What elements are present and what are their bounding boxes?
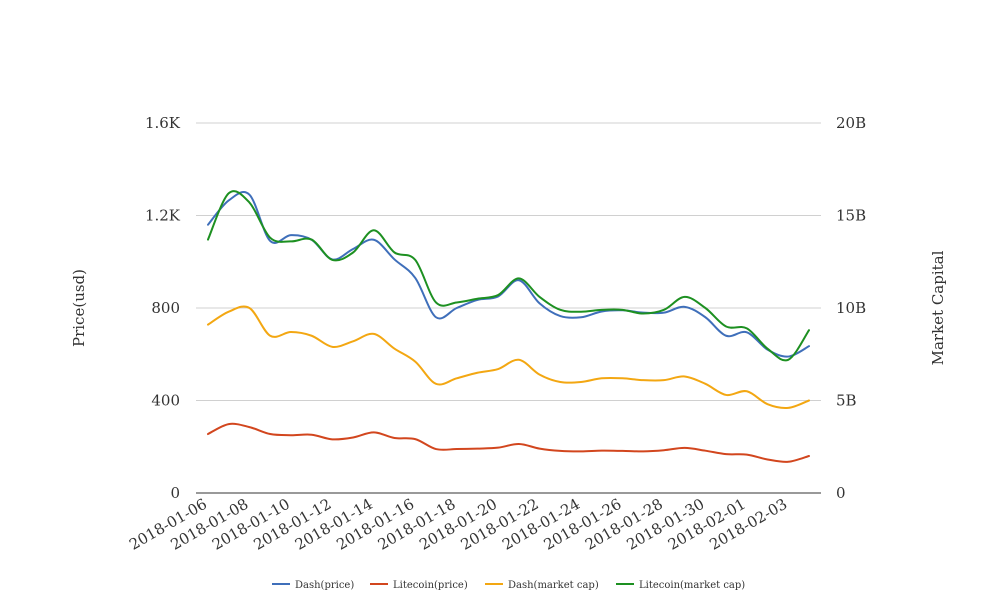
- series-line-litecoin-price: [207, 422, 810, 463]
- legend-item-dash-market-cap[interactable]: Dash(market cap): [485, 580, 599, 591]
- y-right-tick-label: 15B: [836, 207, 866, 225]
- y-axis-right-title: Market Capital: [929, 250, 947, 365]
- y-right-tick-label: 10B: [836, 299, 866, 317]
- legend-item-dash-price[interactable]: Dash(price): [272, 580, 354, 591]
- y-left-tick-label: 400: [151, 392, 180, 410]
- x-axis: 2018-01-062018-01-082018-01-102018-01-12…: [126, 495, 790, 554]
- legend-item-litecoin-market-cap[interactable]: Litecoin(market cap): [616, 580, 745, 591]
- y-left-tick-label: 1.6K: [145, 114, 181, 132]
- y-axis-right: 0 5B 10B 15B 20B: [836, 114, 866, 502]
- legend-label: Dash(price): [295, 580, 354, 591]
- series-group: [207, 190, 810, 463]
- series-line-dash-market-cap: [207, 305, 810, 410]
- y-right-tick-label: 0: [836, 484, 846, 502]
- legend-item-litecoin-price[interactable]: Litecoin(price): [370, 580, 468, 591]
- y-right-tick-label: 5B: [836, 392, 857, 410]
- grid-lines: [196, 122, 821, 401]
- y-right-tick-label: 20B: [836, 114, 866, 132]
- series-line-litecoin-market-cap: [207, 190, 810, 362]
- y-left-tick-label: 800: [151, 299, 180, 317]
- y-axis-left: 0 400 800 1.2K 1.6K: [145, 114, 181, 502]
- legend-label: Litecoin(price): [393, 580, 468, 591]
- y-axis-left-title: Price(usd): [70, 269, 88, 347]
- y-left-tick-label: 0: [170, 484, 180, 502]
- y-left-tick-label: 1.2K: [145, 207, 181, 225]
- legend-label: Litecoin(market cap): [639, 580, 745, 591]
- legend: Dash(price) Litecoin(price) Dash(market ca…: [272, 580, 745, 591]
- legend-label: Dash(market cap): [508, 580, 599, 591]
